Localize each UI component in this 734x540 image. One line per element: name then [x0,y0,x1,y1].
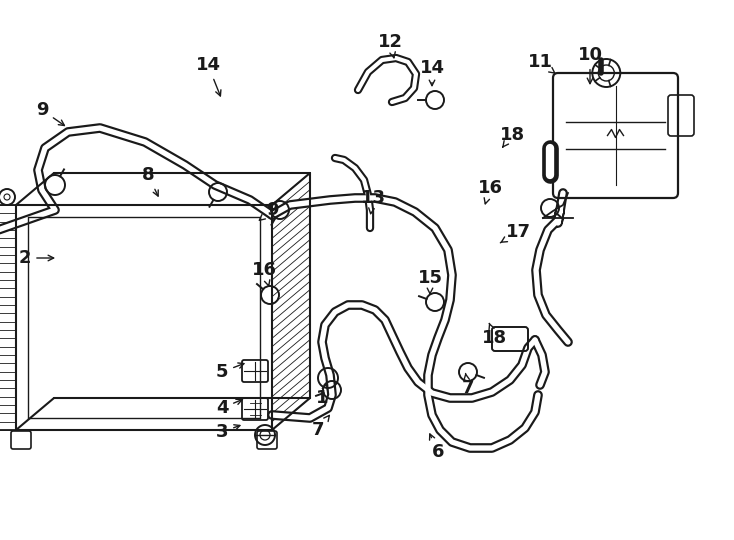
Text: 6: 6 [429,434,444,461]
Text: 17: 17 [501,223,531,243]
Text: 10: 10 [578,46,603,84]
Text: 14: 14 [195,56,221,96]
Text: 7: 7 [312,415,330,439]
Text: 16: 16 [478,179,503,204]
Text: 12: 12 [377,33,402,58]
Text: 16: 16 [252,261,277,286]
Text: 2: 2 [19,249,54,267]
Text: 7: 7 [462,373,474,397]
Text: 5: 5 [216,363,244,381]
Text: 9: 9 [259,201,278,220]
Text: 18: 18 [499,126,525,147]
Text: 14: 14 [420,59,445,86]
Text: 4: 4 [216,399,242,417]
Text: 15: 15 [418,269,443,294]
Text: 18: 18 [482,323,508,347]
Text: 9: 9 [36,101,65,125]
Text: 13: 13 [360,189,385,214]
Text: 1: 1 [316,383,328,407]
Text: 11: 11 [528,53,556,73]
Text: 3: 3 [216,423,240,441]
Text: 8: 8 [142,166,159,196]
Circle shape [4,194,10,200]
